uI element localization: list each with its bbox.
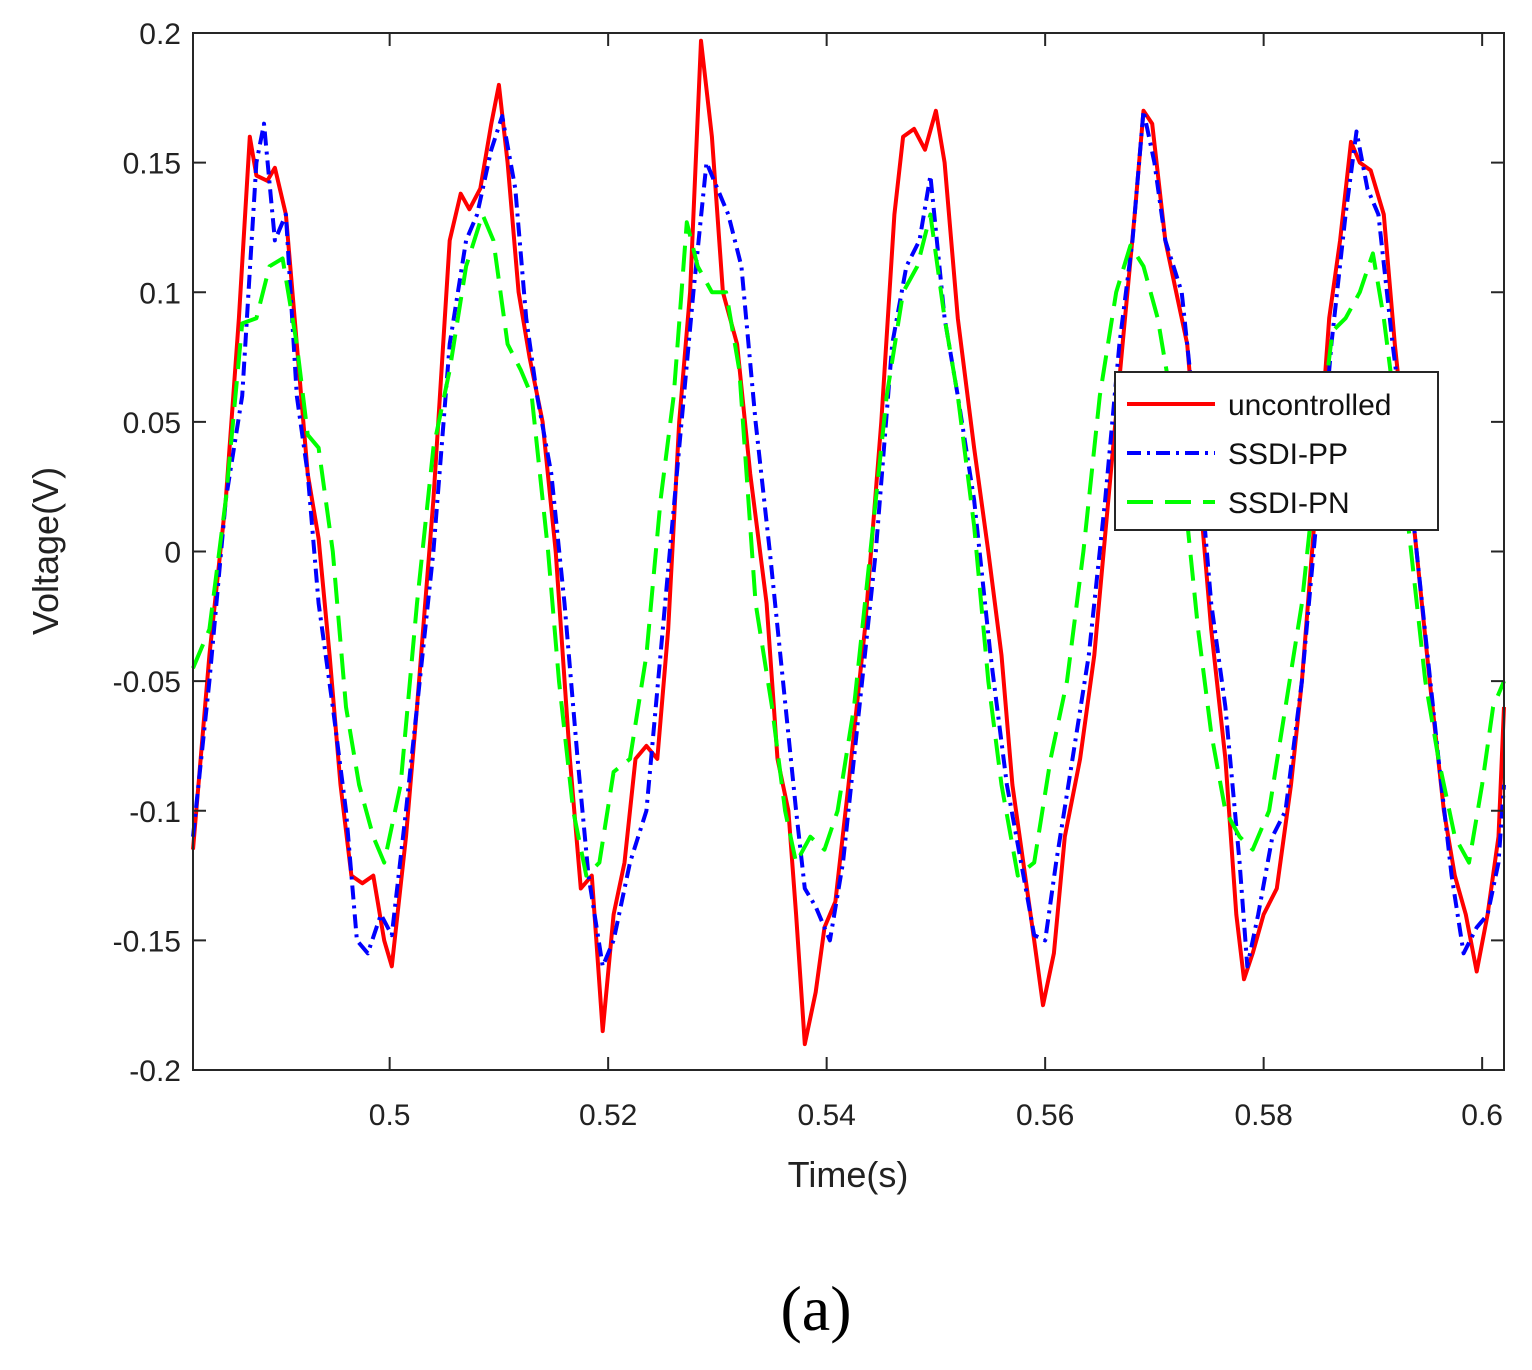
x-tick-label: 0.56 — [1016, 1099, 1074, 1132]
series-layer — [191, 38, 1506, 1047]
y-tick-label: -0.05 — [113, 666, 181, 699]
legend-label-ssdi-pp: SSDI-PP — [1228, 438, 1348, 471]
x-tick-label: 0.6 — [1461, 1099, 1503, 1132]
series-line-uncontrolled — [191, 38, 1506, 1047]
legend-label-uncontrolled: uncontrolled — [1228, 389, 1391, 422]
y-tick-label: 0.15 — [123, 148, 181, 181]
legend: uncontrolled SSDI-PP SSDI-PN — [1114, 371, 1439, 531]
plot-area — [193, 33, 1504, 1070]
ticks-layer: 0.5 0.52 0.54 0.56 0.58 0.6 -0.2 -0.15 -0.1 -0.05… — [113, 18, 1504, 1132]
x-tick-label: 0.52 — [579, 1099, 637, 1132]
y-tick-label: -0.1 — [129, 796, 181, 829]
legend-label-ssdi-pn: SSDI-PN — [1228, 487, 1350, 520]
series-line-ssdi-pp — [191, 108, 1506, 969]
x-tick-label: 0.58 — [1234, 1099, 1292, 1132]
y-axis-label: Voltage(V) — [25, 467, 66, 635]
series-line-ssdi-pn — [191, 212, 1506, 878]
y-tick-label: -0.15 — [113, 925, 181, 958]
y-tick-label: -0.2 — [129, 1055, 181, 1088]
figure-caption: (a) — [780, 1273, 851, 1344]
y-tick-label: 0.1 — [139, 277, 181, 310]
x-axis-label: Time(s) — [788, 1154, 909, 1195]
y-tick-label: 0.2 — [139, 18, 181, 51]
y-tick-label: 0 — [164, 537, 181, 570]
y-tick-label: 0.05 — [123, 407, 181, 440]
x-tick-label: 0.54 — [797, 1099, 855, 1132]
x-tick-label: 0.5 — [369, 1099, 411, 1132]
